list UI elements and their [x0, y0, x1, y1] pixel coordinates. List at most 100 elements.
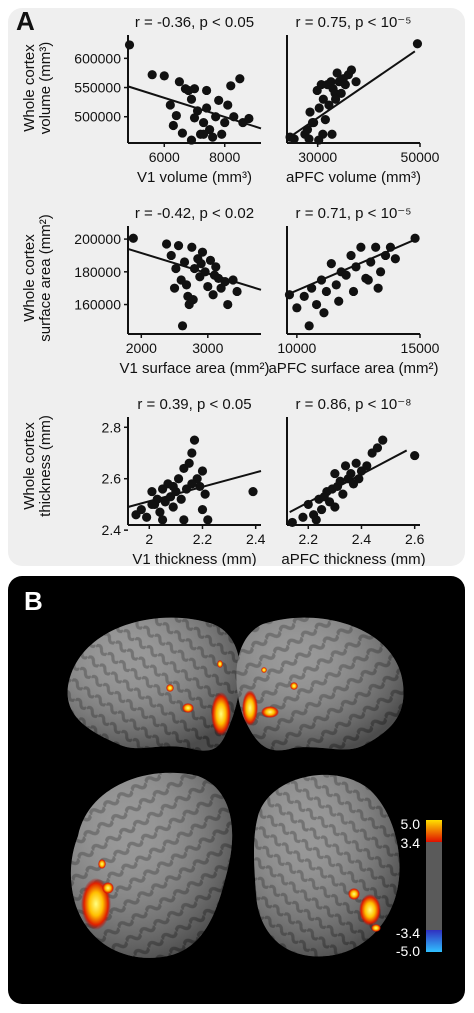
data-point — [197, 247, 208, 257]
data-point — [338, 489, 348, 499]
data-point — [331, 280, 341, 290]
data-point — [155, 507, 165, 517]
chart-title: r = -0.36, p < 0.05 — [135, 14, 254, 31]
data-point — [346, 65, 357, 75]
data-point — [187, 242, 197, 252]
data-point — [378, 435, 388, 445]
data-point — [161, 239, 172, 249]
scatter-plots: Whole cortex volume (mm³) Whole cortex s… — [21, 14, 440, 566]
data-point — [351, 458, 361, 468]
data-point — [321, 286, 332, 297]
x-tick-label: 6000 — [149, 149, 180, 165]
colorbar-negative — [426, 930, 442, 952]
data-point — [305, 107, 315, 117]
x-axis-label: V1 volume (mm³) — [137, 169, 252, 186]
y-tick-label: 500000 — [74, 109, 121, 125]
activation-blob — [348, 888, 360, 900]
data-point — [196, 259, 206, 269]
activation-blob — [290, 682, 298, 690]
brain-maps: 5.0 3.4 -3.4 -5.0 — [67, 617, 442, 959]
x-tick-label: 2.4 — [246, 531, 266, 547]
data-point — [366, 257, 376, 267]
row-ylabel-1-line2: volume (mm³) — [37, 42, 54, 135]
row-ylabel-2-line2: surface area (mm²) — [37, 214, 54, 342]
data-point — [198, 117, 209, 128]
data-point — [235, 74, 245, 84]
data-point — [356, 242, 366, 252]
data-point — [340, 80, 350, 90]
x-tick-label: 2.6 — [405, 531, 425, 547]
brain-bottom-right — [254, 774, 400, 957]
data-point — [147, 499, 157, 510]
scatter-chart-2: r = 0.75, p < 10⁻⁵ 30000 50000 aPFC volume … — [285, 14, 440, 186]
data-point — [217, 129, 227, 139]
data-point — [348, 286, 359, 297]
chart-title: r = 0.75, p < 10⁻⁵ — [296, 14, 412, 31]
data-point — [147, 486, 157, 497]
x-tick-label: 2000 — [126, 340, 157, 356]
data-point — [307, 283, 317, 293]
x-axis-label: V1 thickness (mm) — [132, 551, 256, 566]
data-point — [184, 458, 194, 468]
scatter-chart-1: r = -0.36, p < 0.05 6000 8000 500000 550000 6… — [74, 14, 262, 186]
data-point — [228, 275, 238, 285]
panel-label-a: A — [16, 6, 35, 36]
x-axis-label: V1 surface area (mm²) — [119, 360, 269, 377]
activation-blob — [102, 882, 114, 894]
data-point — [229, 112, 239, 122]
data-point — [176, 494, 186, 504]
data-point — [327, 129, 337, 139]
scatter-chart-3: r = -0.42, p < 0.02 2000 3000 160000 180000 2… — [74, 205, 269, 377]
colorbar-tick: -5.0 — [396, 943, 420, 959]
data-point — [168, 481, 178, 492]
data-point — [189, 263, 200, 274]
data-point — [171, 110, 181, 121]
data-point — [201, 85, 212, 96]
data-point — [226, 81, 236, 91]
data-point — [136, 504, 146, 515]
y-tick-label: 600000 — [74, 50, 121, 66]
data-point — [289, 134, 299, 144]
data-point — [318, 94, 328, 104]
data-point — [192, 106, 203, 116]
y-tick-label: 180000 — [74, 264, 121, 280]
data-point — [330, 468, 340, 479]
data-point — [410, 233, 420, 243]
data-point — [412, 39, 423, 49]
data-point — [179, 257, 190, 267]
data-point — [169, 283, 180, 293]
x-tick-label: 3000 — [192, 340, 223, 356]
data-point — [208, 290, 218, 300]
colorbar-positive — [426, 820, 442, 842]
data-point — [298, 512, 308, 522]
data-point — [189, 435, 200, 445]
colorbar: 5.0 3.4 -3.4 -5.0 — [396, 816, 442, 959]
data-point — [173, 241, 184, 251]
data-point — [208, 132, 218, 142]
data-point — [188, 295, 198, 305]
data-point — [203, 515, 213, 525]
data-point — [346, 468, 356, 479]
data-point — [375, 267, 386, 277]
data-point — [189, 113, 200, 123]
data-point — [334, 296, 344, 306]
data-point — [168, 120, 178, 131]
data-point — [284, 290, 295, 300]
x-axis-label: aPFC surface area (mm²) — [268, 360, 438, 377]
data-point — [157, 515, 168, 525]
data-point — [311, 515, 321, 525]
activation-blob — [371, 924, 381, 932]
data-point — [346, 250, 356, 261]
data-point — [177, 128, 188, 138]
data-point — [287, 517, 297, 528]
data-point — [195, 481, 205, 492]
data-point — [223, 100, 233, 110]
data-point — [200, 267, 210, 277]
regression-line — [286, 50, 416, 140]
data-point — [128, 233, 138, 243]
data-point — [340, 461, 351, 471]
chart-title: r = -0.42, p < 0.02 — [135, 205, 254, 222]
x-tick-label: 2.2 — [193, 531, 213, 547]
y-tick-label: 2.8 — [102, 419, 122, 435]
panel-b: B — [8, 576, 465, 1004]
